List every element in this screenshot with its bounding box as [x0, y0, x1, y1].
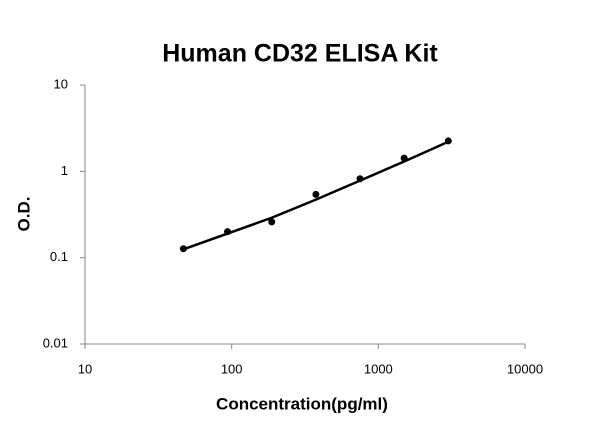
y-tick-label: 0.01 [43, 335, 68, 350]
y-tick-label: 0.1 [50, 249, 68, 264]
fit-line [182, 140, 449, 251]
x-tick-label: 1000 [364, 361, 393, 376]
y-tick-label: 1 [61, 163, 68, 178]
x-tick-label: 10 [78, 361, 92, 376]
data-point [268, 218, 276, 226]
chart-title: Human CD32 ELISA Kit [162, 40, 438, 68]
x-tick-label: 100 [221, 361, 243, 376]
x-tick-label: 10000 [507, 361, 543, 376]
y-axis-label: O.D. [14, 197, 33, 232]
data-point [312, 190, 320, 198]
x-axis-label: Concentration(pg/ml) [216, 394, 388, 413]
y-tick-label: 10 [54, 76, 68, 91]
